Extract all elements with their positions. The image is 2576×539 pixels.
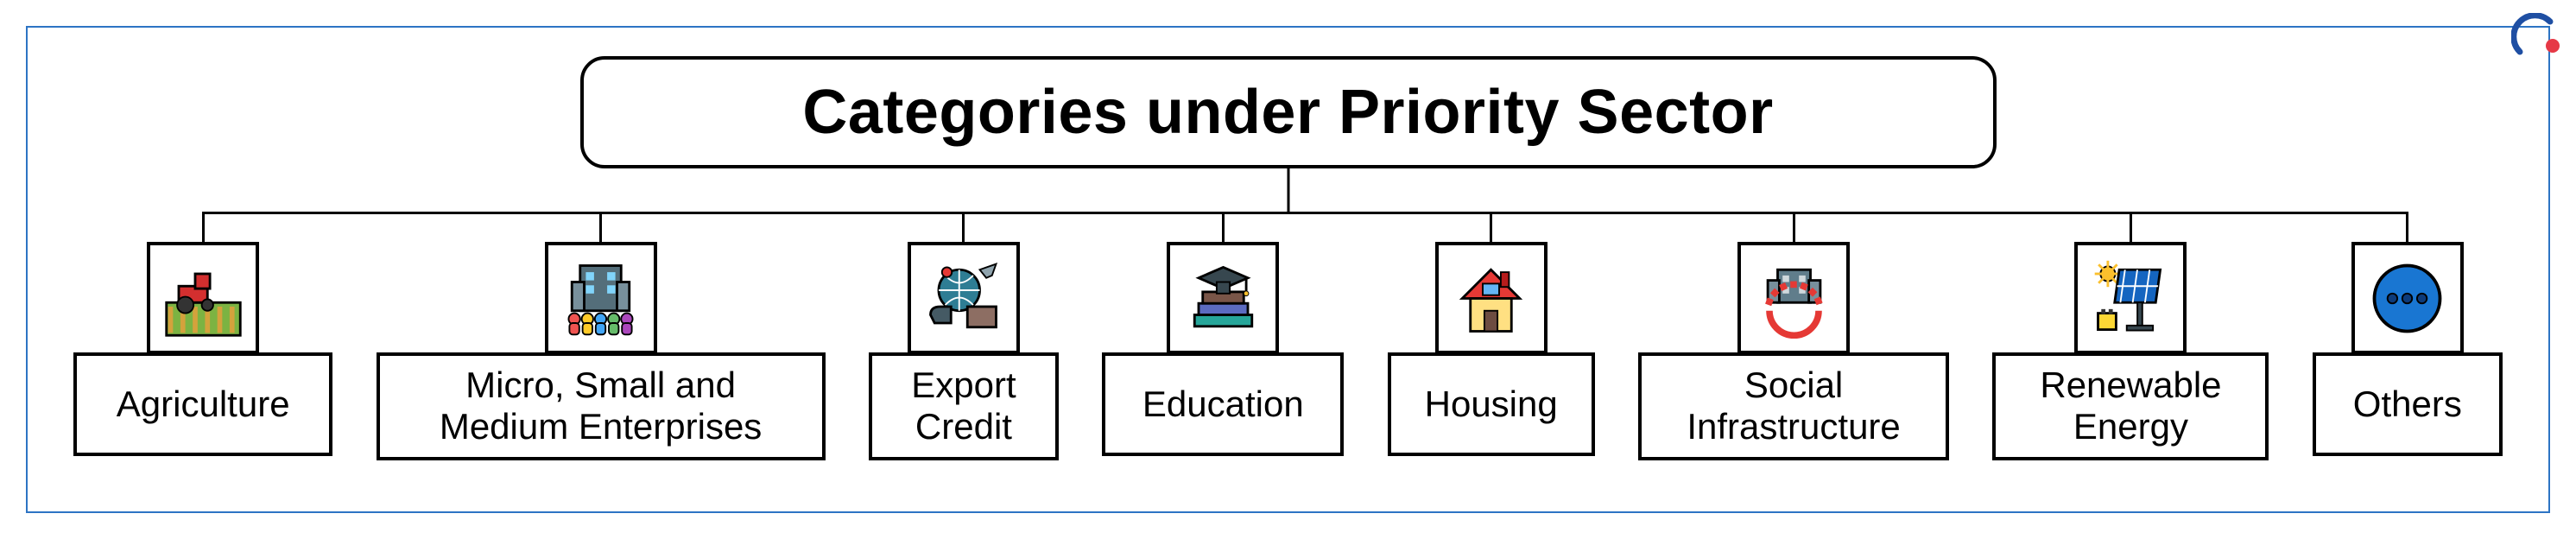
export-credit-label: ExportCredit [911,365,1016,448]
connector-drop [1490,212,1492,242]
category-others: Others [2313,212,2503,460]
education-icon [1167,242,1279,354]
category-renewable: RenewableEnergy [1992,212,2269,460]
social-infra-label: SocialInfrastructure [1687,365,1900,448]
housing-label: Housing [1425,384,1558,425]
diagram-title: Categories under Priority Sector [802,77,1773,148]
social-infra-label-box: SocialInfrastructure [1638,352,1949,460]
agriculture-icon [147,242,259,354]
agriculture-label: Agriculture [117,384,290,425]
connector-drop [1222,212,1225,242]
others-label: Others [2353,384,2462,425]
connector-drop [202,212,205,242]
msme-label: Micro, Small andMedium Enterprises [440,365,762,448]
category-agriculture: Agriculture [73,212,332,460]
export-credit-icon [908,242,1020,354]
education-label-box: Education [1102,352,1344,456]
category-housing: Housing [1388,212,1595,460]
msme-icon [545,242,657,354]
category-social-infra: SocialInfrastructure [1638,212,1949,460]
export-credit-label-box: ExportCredit [869,352,1059,460]
renewable-label-box: RenewableEnergy [1992,352,2269,460]
brand-logo [2511,13,2563,65]
social-infra-icon [1737,242,1850,354]
housing-icon [1435,242,1547,354]
agriculture-label-box: Agriculture [73,352,332,456]
category-export-credit: ExportCredit [869,212,1059,460]
connector-drop [2406,212,2408,242]
others-label-box: Others [2313,352,2503,456]
category-msme: Micro, Small andMedium Enterprises [377,212,826,460]
msme-label-box: Micro, Small andMedium Enterprises [377,352,826,460]
connector-drop [599,212,602,242]
connector-drop [962,212,965,242]
categories-row: Agriculture Micro, Small andMedium Enter… [0,212,2576,460]
others-icon [2351,242,2464,354]
renewable-label: RenewableEnergy [2040,365,2221,448]
category-education: Education [1102,212,1344,460]
connector-main [1287,168,1289,212]
housing-label-box: Housing [1388,352,1595,456]
connector-drop [2130,212,2132,242]
title-box: Categories under Priority Sector [580,56,1997,168]
renewable-icon [2074,242,2187,354]
connector-drop [1793,212,1795,242]
education-label: Education [1142,384,1304,425]
